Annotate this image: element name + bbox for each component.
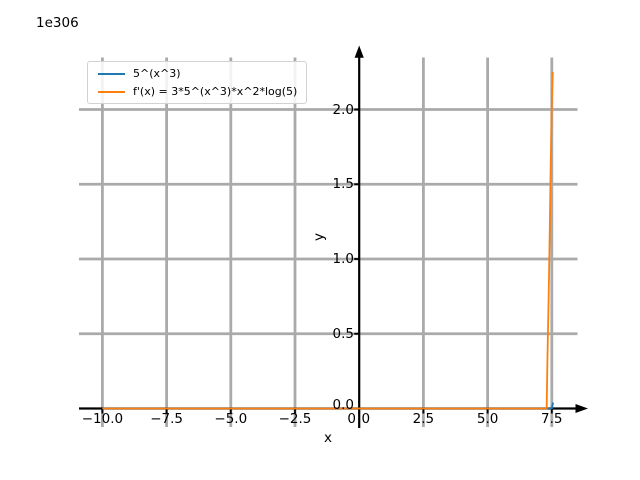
series-line-orange: [102, 72, 554, 410]
origin-zero-label-left: 0: [347, 411, 356, 427]
legend-box: 5^(x^3) f'(x) = 3*5^(x^3)*x^2*log(5): [87, 61, 308, 104]
x-tick-label: −10.0: [81, 411, 124, 427]
y-tick-label: 1.5: [332, 176, 354, 193]
legend-label: 5^(x^3): [133, 67, 181, 80]
x-axis-arrow-icon: [575, 404, 588, 413]
data-series: [102, 72, 554, 410]
y-tick-label: 0.0: [332, 397, 354, 413]
y-tick-label: 0.5: [332, 325, 354, 342]
x-tick-label: −2.5: [278, 411, 312, 427]
x-tick-label: 2.5: [412, 411, 435, 427]
x-tick-label: −5.0: [214, 411, 248, 427]
x-axis-label: x: [324, 430, 332, 446]
y-tick-label: 2.0: [332, 101, 354, 118]
legend-label: f'(x) = 3*5^(x^3)*x^2*log(5): [133, 85, 298, 98]
y-tick-label: 1.0: [332, 251, 354, 267]
x-tick-label: 7.5: [541, 411, 563, 427]
legend-entry: 5^(x^3): [98, 66, 297, 81]
legend-line-swatch-orange: [98, 90, 125, 93]
legend-entry: f'(x) = 3*5^(x^3)*x^2*log(5): [98, 84, 297, 99]
y-axis-offset-text: 1e306: [36, 15, 79, 31]
x-tick-label: 5.0: [476, 411, 499, 427]
legend-line-swatch-blue: [98, 72, 125, 75]
origin-zero-label-right: 0: [361, 411, 371, 427]
y-axis-arrow-icon: [354, 45, 364, 58]
x-tick-label: −7.5: [150, 411, 183, 427]
y-axis-label: y: [311, 233, 327, 241]
